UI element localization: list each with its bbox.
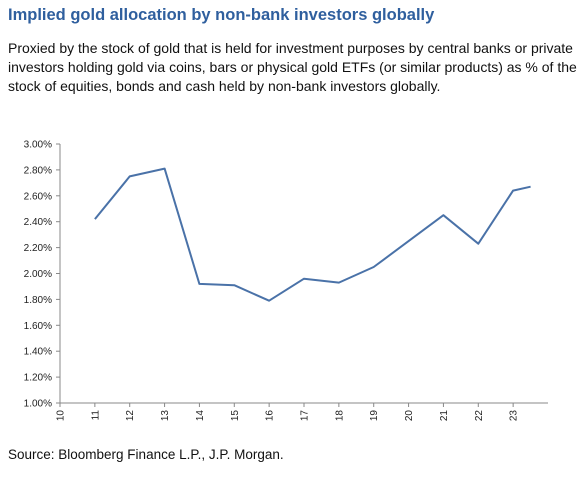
y-tick-label: 2.80% [24, 165, 52, 176]
source-note: Source: Bloomberg Finance L.P., J.P. Mor… [8, 447, 284, 462]
x-tick-label: 18 [334, 410, 345, 422]
y-tick-label: 1.00% [24, 399, 52, 410]
x-tick-label: 23 [509, 410, 520, 422]
series-lines [94, 167, 531, 302]
x-tick-label: 16 [265, 410, 276, 422]
x-tick-label: 11 [90, 410, 101, 421]
y-tick-label: 1.60% [24, 321, 52, 332]
x-tick-label: 19 [369, 410, 380, 422]
chart-title: Implied gold allocation by non-bank inve… [8, 6, 435, 24]
x-tick-label: 20 [404, 410, 415, 422]
chart-subtitle: Proxied by the stock of gold that is hel… [8, 40, 577, 94]
x-tick-label: 21 [439, 410, 450, 422]
series-line [94, 167, 531, 302]
x-tick-label: 15 [230, 410, 241, 422]
x-tick-label: 13 [160, 410, 171, 422]
y-tick-label: 1.80% [24, 295, 52, 306]
x-tick-label: 17 [300, 410, 311, 422]
y-tick-label: 2.00% [24, 269, 52, 280]
x-ticks: 10 11 12 13 14 15 16 17 18 19 20 21 22 23 [56, 403, 520, 421]
x-tick-label: 14 [195, 410, 206, 422]
x-tick-label: 10 [56, 410, 67, 422]
y-tick-label: 2.40% [24, 217, 52, 228]
y-ticks: 1.00% 1.20% 1.40% 1.60% 1.80% 2.00% 2.20% 2.40%… [24, 140, 60, 410]
y-tick-label: 3.00% [24, 140, 52, 151]
y-tick-label: 1.40% [24, 347, 52, 358]
x-tick-label: 12 [125, 410, 136, 422]
y-tick-label: 1.20% [24, 373, 52, 384]
y-tick-label: 2.60% [24, 191, 52, 202]
y-tick-label: 2.20% [24, 243, 52, 254]
x-tick-label: 22 [474, 410, 485, 422]
